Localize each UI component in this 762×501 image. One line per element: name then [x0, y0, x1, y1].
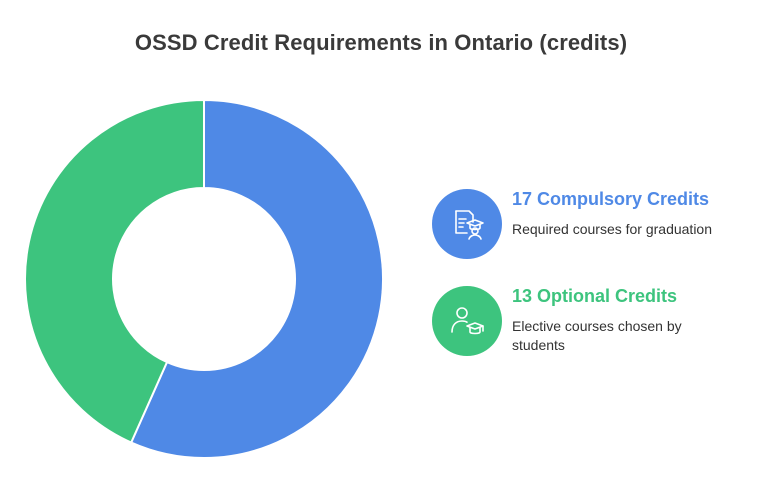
chart-title: OSSD Credit Requirements in Ontario (cre… — [134, 30, 628, 55]
slice-compulsory-credits — [130, 99, 384, 459]
certificate-graduate-icon — [432, 189, 502, 259]
slice-optional-credits — [24, 99, 205, 444]
donut-chart — [24, 99, 384, 459]
legend-desc-optional: Elective courses chosen by students — [512, 318, 682, 353]
legend-desc-compulsory: Required courses for graduation — [512, 221, 713, 237]
legend-heading-optional: 13 Optional Credits — [512, 286, 678, 306]
student-graduate-icon — [432, 286, 502, 356]
legend-heading-compulsory: 17 Compulsory Credits — [512, 189, 710, 209]
